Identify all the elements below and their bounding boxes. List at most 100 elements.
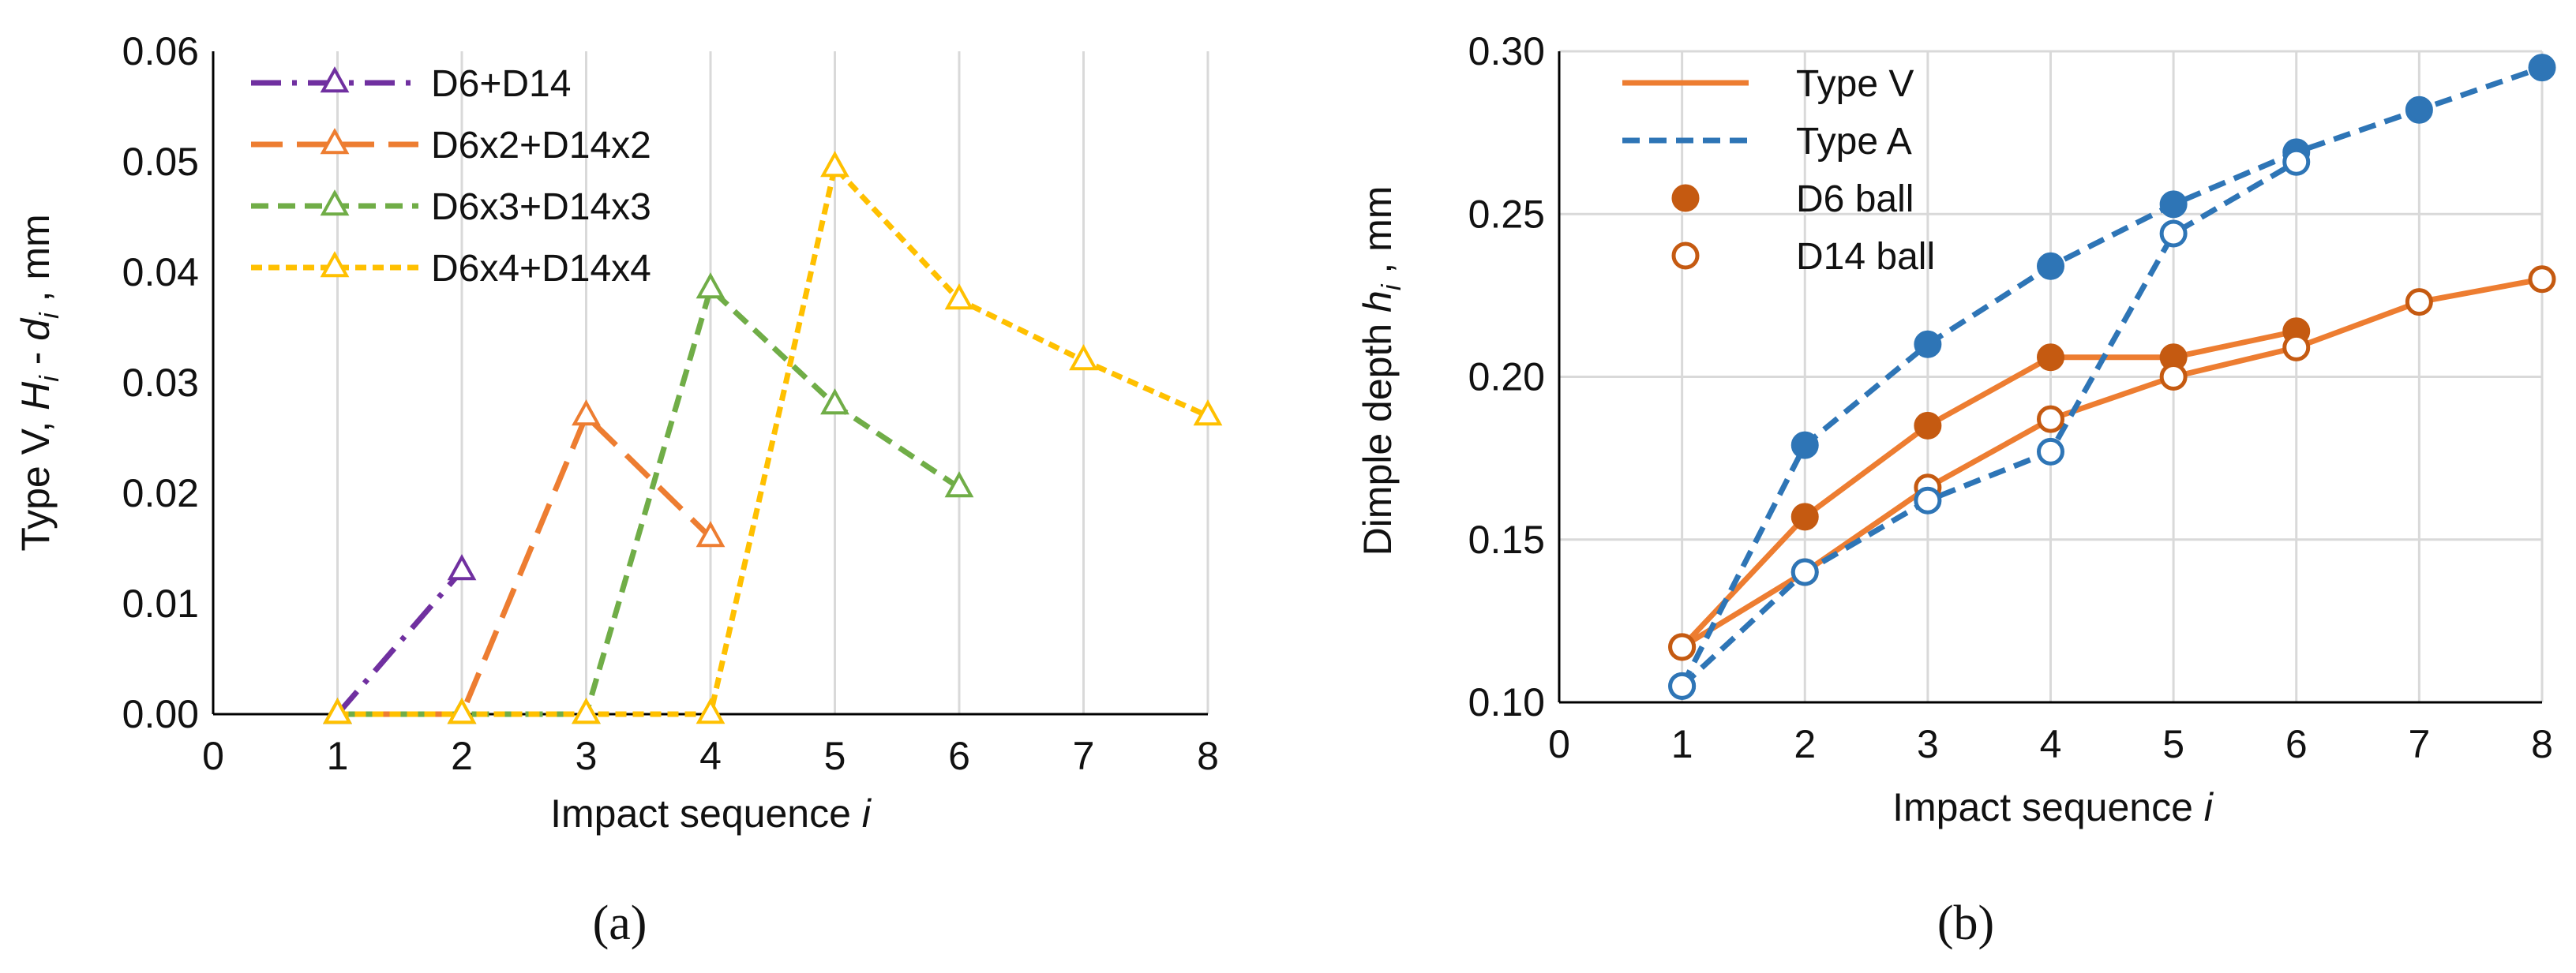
series-line — [337, 286, 961, 717]
legend-label: Type V — [1796, 63, 1914, 105]
data-point-d14 — [1914, 486, 1942, 515]
data-point-marker — [820, 388, 849, 415]
data-point-d6 — [1914, 330, 1942, 358]
x-tick-label: 0 — [1548, 722, 1570, 766]
data-point-marker — [572, 698, 601, 724]
y-tick-label: 0.01 — [122, 582, 199, 626]
data-point-d6 — [1790, 431, 1819, 459]
x-axis-label: Impact sequence i — [550, 791, 872, 836]
y-tick-labels: 0.00 0.01 0.02 0.03 0.04 0.05 0.06 — [122, 29, 199, 736]
x-tick-label: 7 — [1073, 734, 1095, 778]
y-tick-label: 0.06 — [122, 29, 199, 73]
data-point-d14 — [1668, 633, 1697, 661]
data-point-marker — [447, 554, 477, 581]
data-point-marker — [696, 698, 726, 724]
y-tick-label: 0.30 — [1468, 29, 1545, 73]
legend-marker — [1671, 184, 1700, 212]
data-point-d14 — [2282, 333, 2311, 361]
y-tick-label: 0.15 — [1468, 518, 1545, 562]
legend-label: D6x4+D14x4 — [431, 248, 651, 290]
gridlines — [1559, 50, 2544, 702]
x-tick-label: 4 — [2040, 722, 2062, 766]
y-tick-label: 0.25 — [1468, 192, 1545, 236]
legend-marker — [320, 251, 350, 278]
data-point-d6 — [1914, 411, 1942, 440]
y-tick-label: 0.05 — [122, 140, 199, 184]
x-axis-label: Impact sequence i — [1892, 785, 2214, 829]
panel-label-a: (a) — [593, 896, 647, 950]
y-axis-label: Type V, Hi - di , mm — [13, 214, 65, 551]
series-line — [1680, 328, 2297, 649]
legend-marker — [320, 189, 350, 216]
data-point-d14 — [2405, 288, 2433, 316]
data-point-d6 — [2528, 54, 2556, 82]
data-point-d6 — [2159, 190, 2188, 219]
x-tick-label: 5 — [2162, 722, 2184, 766]
y-tick-label: 0.03 — [122, 361, 199, 405]
data-point-marker — [447, 698, 477, 724]
data-series — [323, 151, 1223, 724]
x-tick-labels: 0 1 2 3 4 5 6 7 8 — [202, 734, 1219, 778]
data-point-marker — [1193, 399, 1223, 426]
legend-label: D14 ball — [1796, 236, 1935, 278]
y-tick-label: 0.00 — [122, 692, 199, 736]
data-point-d14 — [2528, 265, 2556, 294]
x-tick-label: 8 — [2531, 722, 2553, 766]
legend-label: D6 ball — [1796, 178, 1914, 220]
x-tick-label: 1 — [1671, 722, 1693, 766]
y-tick-labels: 0.10 0.15 0.20 0.25 0.30 — [1468, 29, 1545, 724]
data-point-d14 — [1668, 672, 1697, 700]
data-point-d14 — [2037, 437, 2064, 466]
data-point-marker — [323, 698, 352, 724]
gridlines — [336, 51, 1209, 714]
data-point-marker — [944, 283, 974, 310]
legend-marker — [320, 128, 350, 155]
legend: Type V Type A D6 ball D14 ball — [1622, 63, 1935, 278]
legend-label: Type A — [1796, 121, 1912, 163]
series-line — [1680, 159, 2298, 688]
series-line — [335, 568, 464, 717]
x-tick-label: 1 — [327, 734, 349, 778]
data-point-marker — [696, 521, 726, 548]
x-tick-label: 6 — [2285, 722, 2308, 766]
data-point-d6 — [1790, 503, 1819, 531]
legend-label: D6x2+D14x2 — [431, 125, 651, 167]
data-point-d14 — [2037, 405, 2064, 433]
y-tick-label: 0.04 — [122, 250, 199, 294]
data-point-d14 — [2159, 363, 2188, 391]
x-tick-label: 6 — [948, 734, 970, 778]
x-tick-label: 8 — [1197, 734, 1219, 778]
data-point-d6 — [2037, 343, 2064, 372]
x-tick-label: 7 — [2408, 722, 2430, 766]
data-point-marker — [1069, 344, 1098, 371]
series-line — [337, 164, 1209, 717]
x-tick-label: 2 — [451, 734, 473, 778]
data-point-marker — [944, 471, 974, 498]
series-line — [1679, 65, 2544, 687]
y-tick-label: 0.10 — [1468, 680, 1545, 724]
x-tick-label: 5 — [824, 734, 846, 778]
data-point-marker — [572, 399, 601, 426]
data-point-marker — [696, 272, 726, 299]
x-tick-labels: 0 1 2 3 4 5 6 7 8 — [1548, 722, 2553, 766]
legend: D6+D14 D6x2+D14x2 D6x3+D14x3 D6x4+D14x4 — [251, 63, 651, 290]
data-point-d6 — [2405, 95, 2433, 124]
data-point-marker — [820, 151, 849, 178]
data-series — [1668, 54, 2556, 700]
legend-marker — [320, 66, 350, 93]
legend-marker — [1671, 241, 1700, 270]
data-point-d14 — [1790, 558, 1819, 586]
x-tick-label: 0 — [202, 734, 224, 778]
x-tick-label: 3 — [576, 734, 598, 778]
data-point-d14 — [2282, 148, 2311, 176]
axes — [1558, 51, 2542, 704]
panel-label-b: (b) — [1937, 896, 1994, 950]
chart-panel-a: 0.00 0.01 0.02 0.03 0.04 0.05 0.06 0 1 2 3 4 5 6 7 8 D… — [13, 29, 1223, 950]
x-tick-label: 2 — [1794, 722, 1816, 766]
x-tick-label: 4 — [699, 734, 722, 778]
legend-label: D6+D14 — [431, 63, 571, 105]
y-axis-label: Dimple depth hi , mm — [1355, 186, 1407, 556]
y-tick-label: 0.02 — [122, 471, 199, 515]
